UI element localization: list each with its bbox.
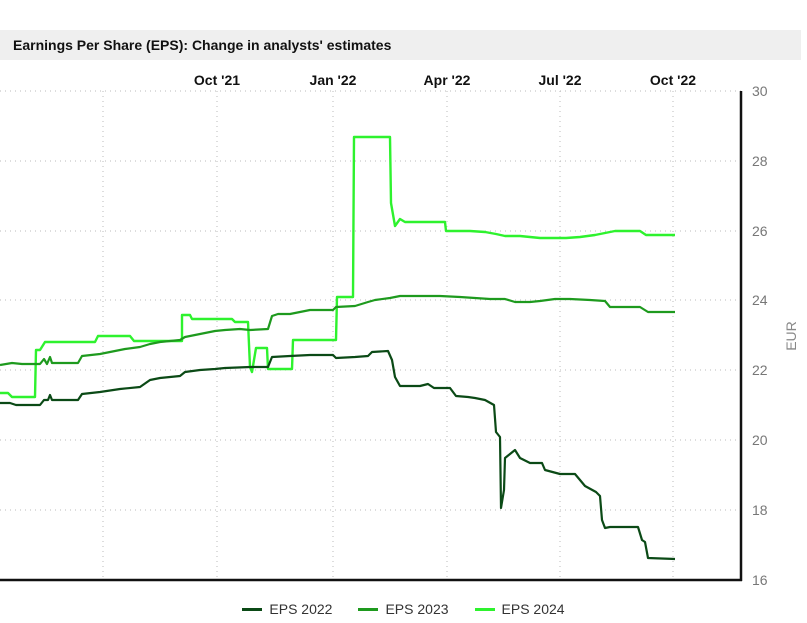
- legend-swatch-icon: [474, 607, 495, 611]
- y-axis-title: EUR: [783, 321, 799, 351]
- legend-swatch-icon: [358, 607, 379, 611]
- legend-item-eps-2022[interactable]: EPS 2022: [242, 598, 332, 620]
- series-eps-2023: [0, 294, 675, 367]
- y-tick-label: 30: [752, 83, 768, 99]
- legend-swatch-icon: [242, 607, 263, 611]
- legend-item-eps-2024[interactable]: EPS 2024: [474, 598, 565, 620]
- chart-title: Earnings Per Share (EPS): Change in anal…: [13, 37, 392, 53]
- y-tick-label: 28: [752, 153, 768, 169]
- y-tick-label: 18: [752, 502, 768, 518]
- x-tick-label: Oct '22: [650, 72, 696, 88]
- x-tick-label: Jul '22: [538, 72, 581, 88]
- chart-title-bar: Earnings Per Share (EPS): Change in anal…: [0, 30, 801, 60]
- legend-label: EPS 2023: [385, 601, 449, 617]
- y-tick-label: 24: [752, 292, 768, 308]
- grid: [0, 90, 741, 580]
- y-tick-label: 26: [752, 223, 768, 239]
- y-tick-label: 16: [752, 572, 768, 588]
- series-eps-2024: [0, 135, 675, 399]
- x-tick-label: Apr '22: [424, 72, 471, 88]
- x-tick-label: Oct '21: [194, 72, 240, 88]
- y-tick-label: 22: [752, 362, 768, 378]
- chart-legend: EPS 2022 EPS 2023 EPS 2024: [0, 598, 807, 620]
- legend-label: EPS 2024: [501, 601, 565, 617]
- x-tick-label: Jan '22: [310, 72, 357, 88]
- legend-item-eps-2023[interactable]: EPS 2023: [358, 598, 449, 620]
- y-axis-labels: 30 28 26 24 22 20 18 16 EUR: [752, 83, 799, 588]
- series-eps-2022: [0, 349, 676, 561]
- y-tick-label: 20: [752, 432, 768, 448]
- x-axis-labels: Oct '21 Jan '22 Apr '22 Jul '22 Oct '22: [194, 72, 696, 88]
- legend-label: EPS 2022: [269, 601, 333, 617]
